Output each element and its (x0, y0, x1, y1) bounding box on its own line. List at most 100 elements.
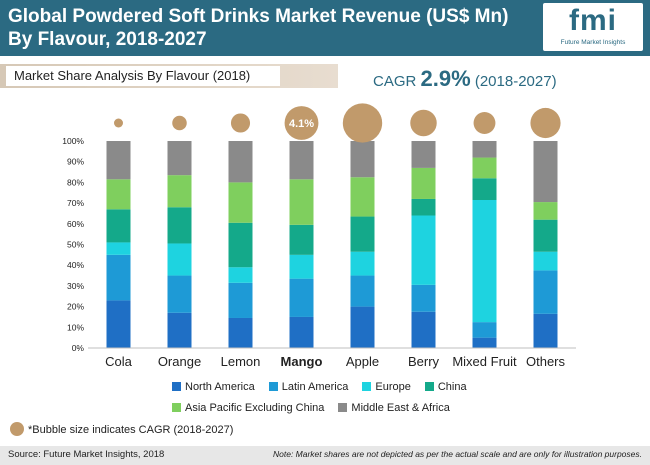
bar-segment (106, 141, 131, 180)
bar-segment (533, 313, 558, 348)
bar-segment (228, 267, 253, 283)
bar-segment (228, 282, 253, 318)
bubble-note-text: *Bubble size indicates CAGR (2018-2027) (28, 424, 234, 436)
y-tick-label: 50% (67, 240, 84, 250)
y-tick-label: 100% (62, 136, 84, 146)
legend-item: Asia Pacific Excluding China (172, 402, 324, 414)
bar-segment (289, 278, 314, 317)
bar-segment (289, 141, 314, 180)
legend-label: Europe (375, 381, 411, 393)
title-line-1: Global Powdered Soft Drinks Market Reven… (8, 6, 509, 27)
cagr-prefix: CAGR (373, 73, 417, 90)
bar-segment (167, 275, 192, 313)
legend-swatch (424, 382, 434, 391)
bubble-legend-icon (10, 422, 24, 436)
y-tick-label: 90% (67, 157, 84, 167)
bar-segment (167, 207, 192, 244)
bar-segment (472, 199, 497, 323)
bar-segment (533, 270, 558, 314)
bar-segment (106, 209, 131, 243)
legend-item: Latin America (268, 381, 348, 393)
x-tick-label: Lemon (221, 354, 261, 369)
y-tick-label: 10% (67, 322, 84, 332)
bar-segment (228, 317, 253, 348)
bar-segment (411, 284, 436, 312)
stacked-bar-chart: 0% 10% 20% 30% 40% 50% 60% 70% 80% 90% 100% Cola Ora… (62, 103, 576, 369)
legend-swatch (268, 382, 278, 391)
x-tick-label: Berry (408, 354, 440, 369)
bar-segment (411, 141, 436, 168)
bar-segment (289, 224, 314, 255)
bar-segment (472, 178, 497, 200)
fmi-logo: fmi Future Market Insights (543, 3, 643, 51)
cagr-bubble (410, 109, 437, 137)
bubble-label: 4.1% (289, 118, 314, 130)
bar-segment (289, 179, 314, 225)
bar-segment (411, 167, 436, 199)
cagr-value: 2.9% (420, 66, 471, 91)
chart-subtitle: Market Share Analysis By Flavour (2018) (6, 66, 280, 86)
bar-segment (106, 242, 131, 255)
x-tick-label: Others (526, 354, 566, 369)
bubble-note: *Bubble size indicates CAGR (2018-2027) (10, 422, 233, 436)
logo-text: fmi (569, 4, 617, 37)
cagr-bubble (530, 107, 561, 139)
cagr-bubble (230, 113, 251, 133)
bar-segment (228, 182, 253, 223)
bar-segment (167, 243, 192, 276)
cagr-bubble (473, 112, 496, 134)
legend-swatch (172, 382, 181, 391)
y-tick-label: 80% (67, 177, 84, 187)
legend-row-1: North America Latin America Europe China (172, 381, 481, 393)
bar-segment (106, 300, 131, 348)
bar-segment (350, 141, 375, 178)
x-tick-label: Orange (158, 354, 201, 369)
cagr-bubble (284, 106, 319, 140)
bar-segment (533, 251, 558, 271)
bar-segment (106, 179, 131, 210)
bar-segment (411, 198, 436, 216)
legend-label: Middle East & Africa (351, 402, 450, 414)
x-tick-label: Cola (105, 354, 133, 369)
legend-item: China (424, 381, 467, 393)
bar-segment (167, 175, 192, 208)
legend-row-2: Asia Pacific Excluding China Middle East … (172, 402, 464, 414)
y-tick-label: 60% (67, 219, 84, 229)
bar-segment (350, 216, 375, 252)
bar-segment (472, 141, 497, 158)
bar-segment (228, 141, 253, 183)
cagr-period: (2018-2027) (474, 73, 557, 90)
legend-item: Middle East & Africa (338, 402, 450, 414)
bar-segment (533, 141, 558, 203)
legend-swatch (338, 403, 348, 412)
cagr-label: CAGR 2.9% (2018-2027) (373, 66, 557, 92)
x-tick-label: Mango (281, 354, 323, 369)
cagr-bubble (342, 103, 383, 143)
bar-segment (472, 337, 497, 348)
bar-segment (472, 322, 497, 338)
bar-segment (350, 306, 375, 348)
y-tick-label: 20% (67, 302, 84, 312)
bar-segment (411, 215, 436, 285)
x-tick-label: Mixed Fruit (452, 354, 517, 369)
legend-swatch (362, 382, 372, 391)
y-tick-label: 70% (67, 198, 84, 208)
bar-segment (472, 157, 497, 179)
x-tick-label: Apple (346, 354, 379, 369)
bar-segment (228, 222, 253, 268)
title-line-2: By Flavour, 2018-2027 (8, 29, 207, 50)
legend-item: North America (172, 381, 255, 393)
y-tick-label: 40% (67, 260, 84, 270)
logo-subtext: Future Market Insights (560, 39, 626, 46)
bar-segment (289, 316, 314, 348)
legend-item: Europe (362, 381, 411, 393)
legend-label: North America (185, 381, 255, 393)
bar-segment (350, 275, 375, 307)
legend-swatch (172, 403, 181, 412)
footer: Source: Future Market Insights, 2018 Not… (0, 446, 650, 465)
bar-segment (533, 219, 558, 252)
chart-title: Global Powdered Soft Drinks Market Reven… (8, 5, 528, 51)
bar-segment (350, 251, 375, 276)
subtitle-bar: Market Share Analysis By Flavour (2018) (0, 64, 338, 88)
header-banner: Global Powdered Soft Drinks Market Reven… (0, 0, 650, 56)
